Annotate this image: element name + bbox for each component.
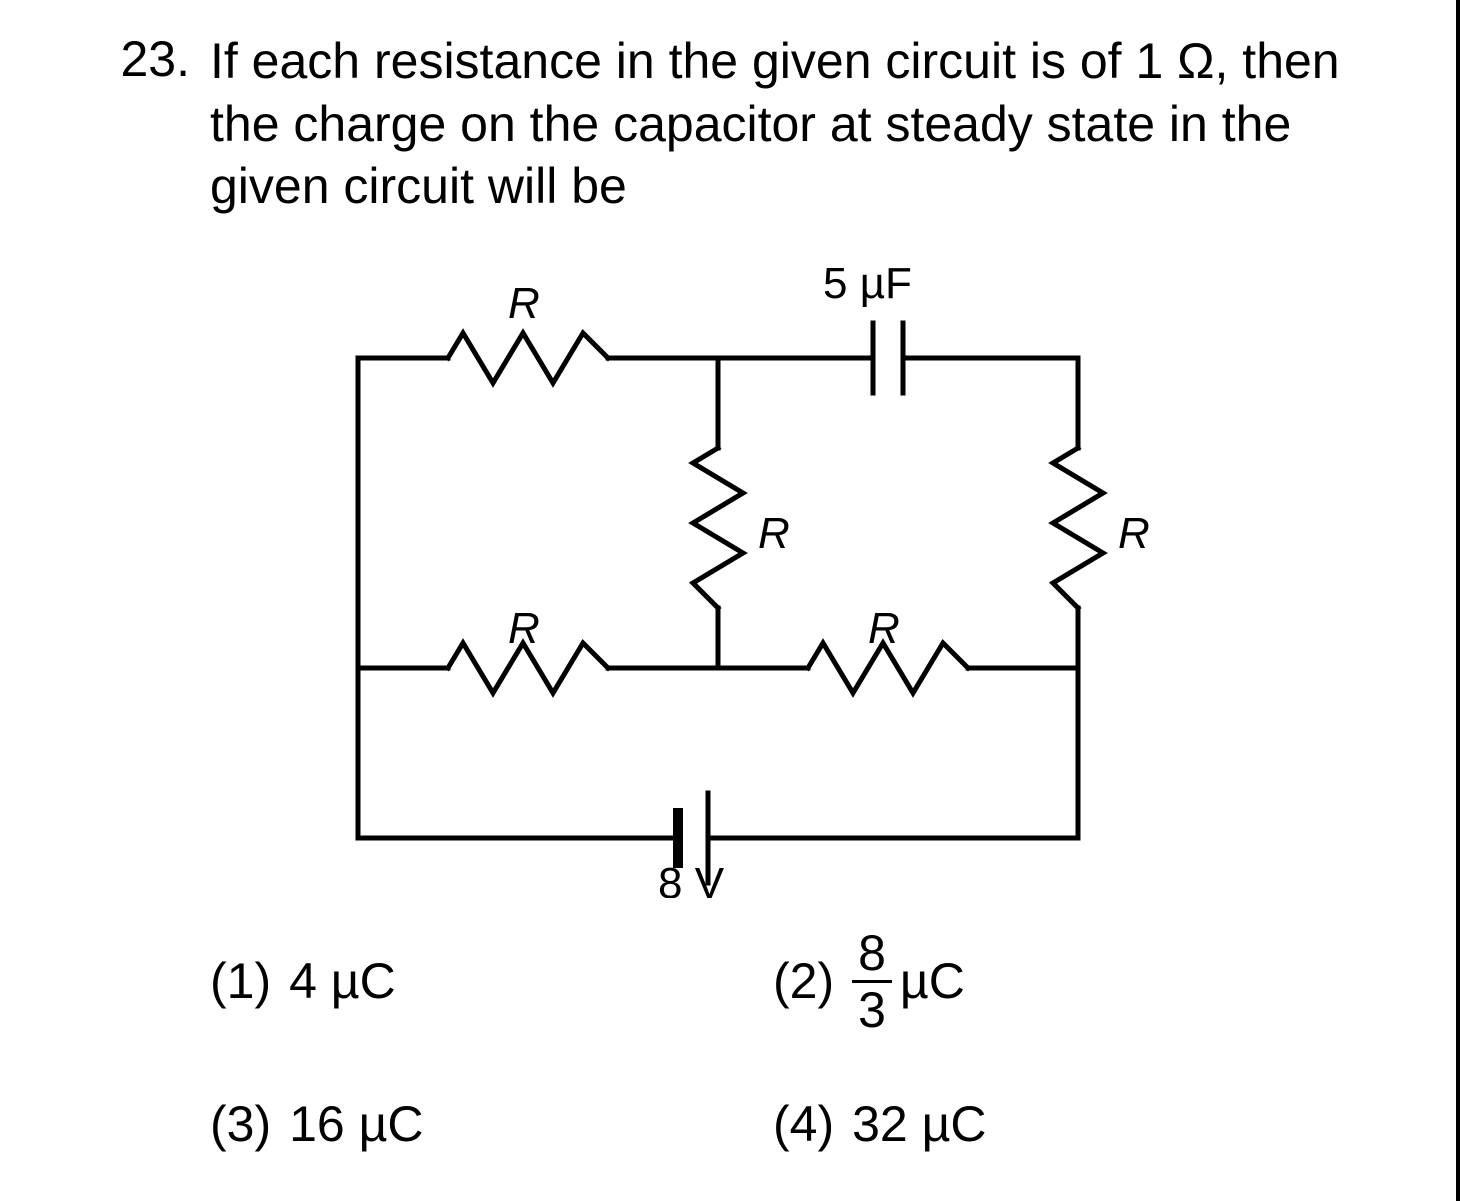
option-1-num: (1) — [210, 952, 271, 1010]
label-r-right: R — [1118, 509, 1150, 558]
page: 23. If each resistance in the given circ… — [0, 0, 1460, 1201]
label-r-bottom-right: R — [868, 604, 900, 653]
option-2: (2) 8 3 µC — [773, 928, 1336, 1035]
question-row: 23. If each resistance in the given circ… — [60, 30, 1396, 218]
question-number: 23. — [60, 30, 210, 88]
option-3-val: 16 µC — [289, 1095, 423, 1153]
option-2-fraction: 8 3 — [852, 928, 892, 1035]
label-capacitor: 5 µF — [823, 259, 912, 308]
label-battery: 8 V — [658, 859, 725, 898]
options-grid: (1) 4 µC (2) 8 3 µC (3) 16 µC (4) 32 µC — [60, 928, 1396, 1153]
label-r-top: R — [508, 279, 540, 328]
option-2-frac-num: 8 — [852, 928, 892, 983]
label-r-bottom-left: R — [508, 604, 540, 653]
option-3-num: (3) — [210, 1095, 271, 1153]
option-1: (1) 4 µC — [210, 928, 773, 1035]
label-r-mid: R — [758, 509, 790, 558]
option-4-num: (4) — [773, 1095, 834, 1153]
option-2-frac-den: 3 — [858, 983, 886, 1035]
circuit-svg: R 5 µF R R R R 8 V — [298, 238, 1158, 898]
question-text: If each resistance in the given circuit … — [210, 30, 1396, 218]
circuit-diagram: R 5 µF R R R R 8 V — [60, 238, 1396, 898]
option-4: (4) 32 µC — [773, 1095, 1336, 1153]
option-4-val: 32 µC — [852, 1095, 986, 1153]
option-1-val: 4 µC — [289, 952, 396, 1010]
option-2-unit: µC — [900, 952, 965, 1010]
option-3: (3) 16 µC — [210, 1095, 773, 1153]
option-2-num: (2) — [773, 952, 834, 1010]
